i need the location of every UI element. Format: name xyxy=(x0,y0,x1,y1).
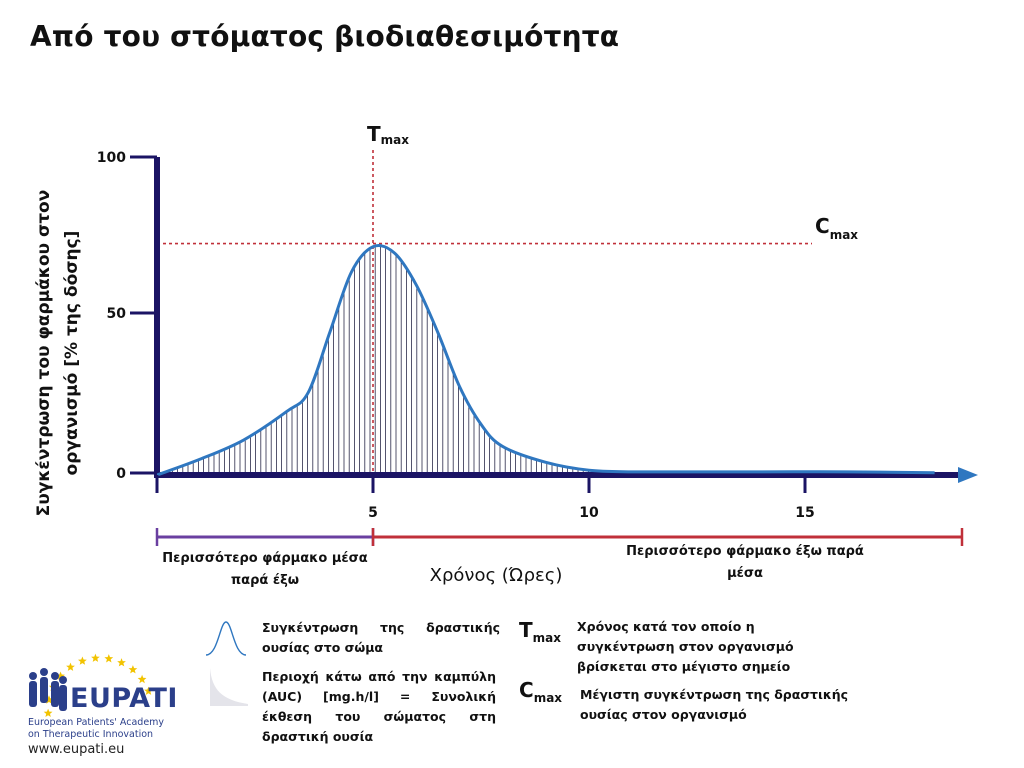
logo-name: EUPATI xyxy=(70,683,178,714)
logo-line-1: European Patients' Academy xyxy=(28,717,165,728)
auc-hatch xyxy=(166,245,594,475)
range-label-out: Περισσότερο φάρμακο έξω παρά μέσα xyxy=(626,544,864,581)
person-icon-head xyxy=(40,668,48,676)
star-icon xyxy=(66,662,75,671)
range-brackets xyxy=(155,528,964,546)
star-icon xyxy=(78,656,87,665)
y-axis-label: Συγκέντρωση του φαρμάκου στον οργανισμό … xyxy=(34,189,82,516)
person-icon-body xyxy=(51,681,59,707)
logo-line-2: on Therapeutic Innovation xyxy=(28,729,154,740)
cmax-symbol-sub: max xyxy=(533,691,563,705)
person-icon-body xyxy=(40,677,48,703)
tmax-label: Tmax xyxy=(367,122,409,147)
legend-icons xyxy=(205,621,248,706)
y-tick-label: 0 xyxy=(116,466,126,482)
x-axis-arrow xyxy=(958,467,978,483)
star-icon xyxy=(43,708,53,717)
eupati-logo-icon xyxy=(29,653,153,717)
guide-lines: Tmax Cmax xyxy=(157,122,858,493)
logo-subtitle: European Patients' Academy on Therapeuti… xyxy=(28,717,164,741)
cmax-symbol-main: C xyxy=(519,678,534,702)
page-title: Από του στόματος βιοδιαθεσιμότητα xyxy=(30,20,620,53)
range-label-in: Περισσότερο φάρμακο μέσα παρά έξω xyxy=(162,551,368,588)
logo-url[interactable]: www.eupati.eu xyxy=(28,742,125,757)
legend-cmax-symbol: Cmax xyxy=(519,678,562,705)
star-icon xyxy=(144,686,153,695)
star-icon xyxy=(128,665,138,674)
y-tick-label: 50 xyxy=(107,306,127,322)
person-icon-head xyxy=(29,672,37,680)
x-tick-label: 5 xyxy=(368,505,378,521)
tmax-label-sub: max xyxy=(381,133,410,147)
axes xyxy=(154,157,978,483)
person-icon-body xyxy=(59,685,67,711)
person-icon-head xyxy=(51,672,59,680)
legend-auc: Περιοχή κάτω από την καμπύλη (AUC) [mg.h… xyxy=(262,669,496,744)
concentration-curve xyxy=(156,244,935,477)
auc-area-icon xyxy=(210,668,248,706)
star-icon xyxy=(44,695,54,704)
x-tick-label: 10 xyxy=(579,505,599,521)
legend-cmax-desc: Μέγιστη συγκέντρωση της δραστικής ουσίας… xyxy=(580,687,849,722)
tmax-symbol-sub: max xyxy=(532,631,561,645)
x-tick-label: 15 xyxy=(795,505,814,521)
bell-curve-icon xyxy=(205,621,247,656)
legend-tmax-symbol: Tmax xyxy=(519,618,561,645)
y-axis-label-wrap: Συγκέντρωση του φαρμάκου στον οργανισμό … xyxy=(28,160,88,545)
person-icon-body xyxy=(29,681,37,707)
y-tick-label: 100 xyxy=(97,150,126,166)
star-icon xyxy=(117,658,126,667)
legend-tmax-desc: Χρόνος κατά τον οποίο η συγκέντρωση στον… xyxy=(577,619,794,674)
x-axis-label: Χρόνος (Ώρες) xyxy=(429,565,563,586)
star-icon xyxy=(137,674,147,684)
tick-marks: 100 50 0 5 10 15 xyxy=(97,150,815,521)
legend-concentration: Συγκέντρωση της δραστικής ουσίας στο σώμ… xyxy=(262,620,500,655)
cmax-label-sub: max xyxy=(830,228,859,242)
cmax-label: Cmax xyxy=(815,214,858,242)
tmax-symbol-main: T xyxy=(519,618,533,642)
person-icon-head xyxy=(59,676,67,684)
star-icon xyxy=(91,653,100,662)
star-icon xyxy=(104,654,114,663)
